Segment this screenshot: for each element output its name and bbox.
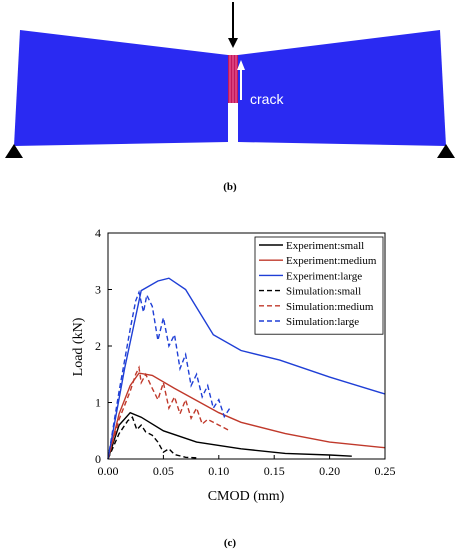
x-tick-label: 0.10: [208, 464, 229, 478]
legend-label: Simulation:small: [286, 286, 361, 298]
crack-label: crack: [250, 91, 284, 107]
beam-figure: crack (b): [5, 2, 455, 193]
legend-label: Simulation:large: [286, 316, 359, 328]
y-axis-label: Load (kN): [71, 317, 86, 376]
x-tick-label: 0.25: [375, 464, 396, 478]
x-axis-label: CMOD (mm): [208, 489, 285, 504]
legend-label: Experiment:medium: [286, 255, 377, 267]
y-tick-label: 2: [95, 339, 101, 353]
y-tick-label: 3: [95, 283, 101, 297]
axes-layer: 0.00 0.05 0.10 0.15 0.20 0.25 0 1 2 3 4: [95, 226, 396, 478]
y-tick-label: 0: [95, 452, 101, 466]
series-layer: [107, 277, 386, 460]
x-tick-label: 0.00: [98, 464, 119, 478]
series-line-2: [107, 277, 386, 460]
beam-right-half: [238, 30, 446, 146]
notch: [228, 103, 238, 142]
series-line-0: [107, 411, 352, 460]
panel-c-label: (c): [224, 537, 237, 549]
left-support-icon: [5, 144, 23, 158]
beam-left-half: [14, 30, 228, 146]
load-arrow-icon: [228, 2, 238, 48]
y-tick-label: 1: [95, 396, 101, 410]
x-tick-label: 0.05: [153, 464, 174, 478]
legend-label: Experiment:large: [286, 270, 362, 282]
legend-label: Experiment:small: [286, 240, 364, 252]
legend-box: [254, 236, 384, 335]
x-tick-label: 0.20: [319, 464, 340, 478]
x-tick-label: 0.15: [264, 464, 285, 478]
crack-arrow-icon: [237, 60, 245, 100]
series-line-3: [107, 416, 197, 460]
series-line-4: [107, 365, 231, 460]
legend-label: Simulation:medium: [286, 301, 374, 313]
series-line-1: [107, 372, 386, 460]
right-support-icon: [437, 144, 455, 158]
legend: Experiment:small Experiment:medium Experim…: [254, 236, 384, 335]
series-line-5: [107, 289, 231, 460]
y-tick-label: 4: [95, 226, 101, 240]
panel-b-label: (b): [223, 181, 237, 193]
